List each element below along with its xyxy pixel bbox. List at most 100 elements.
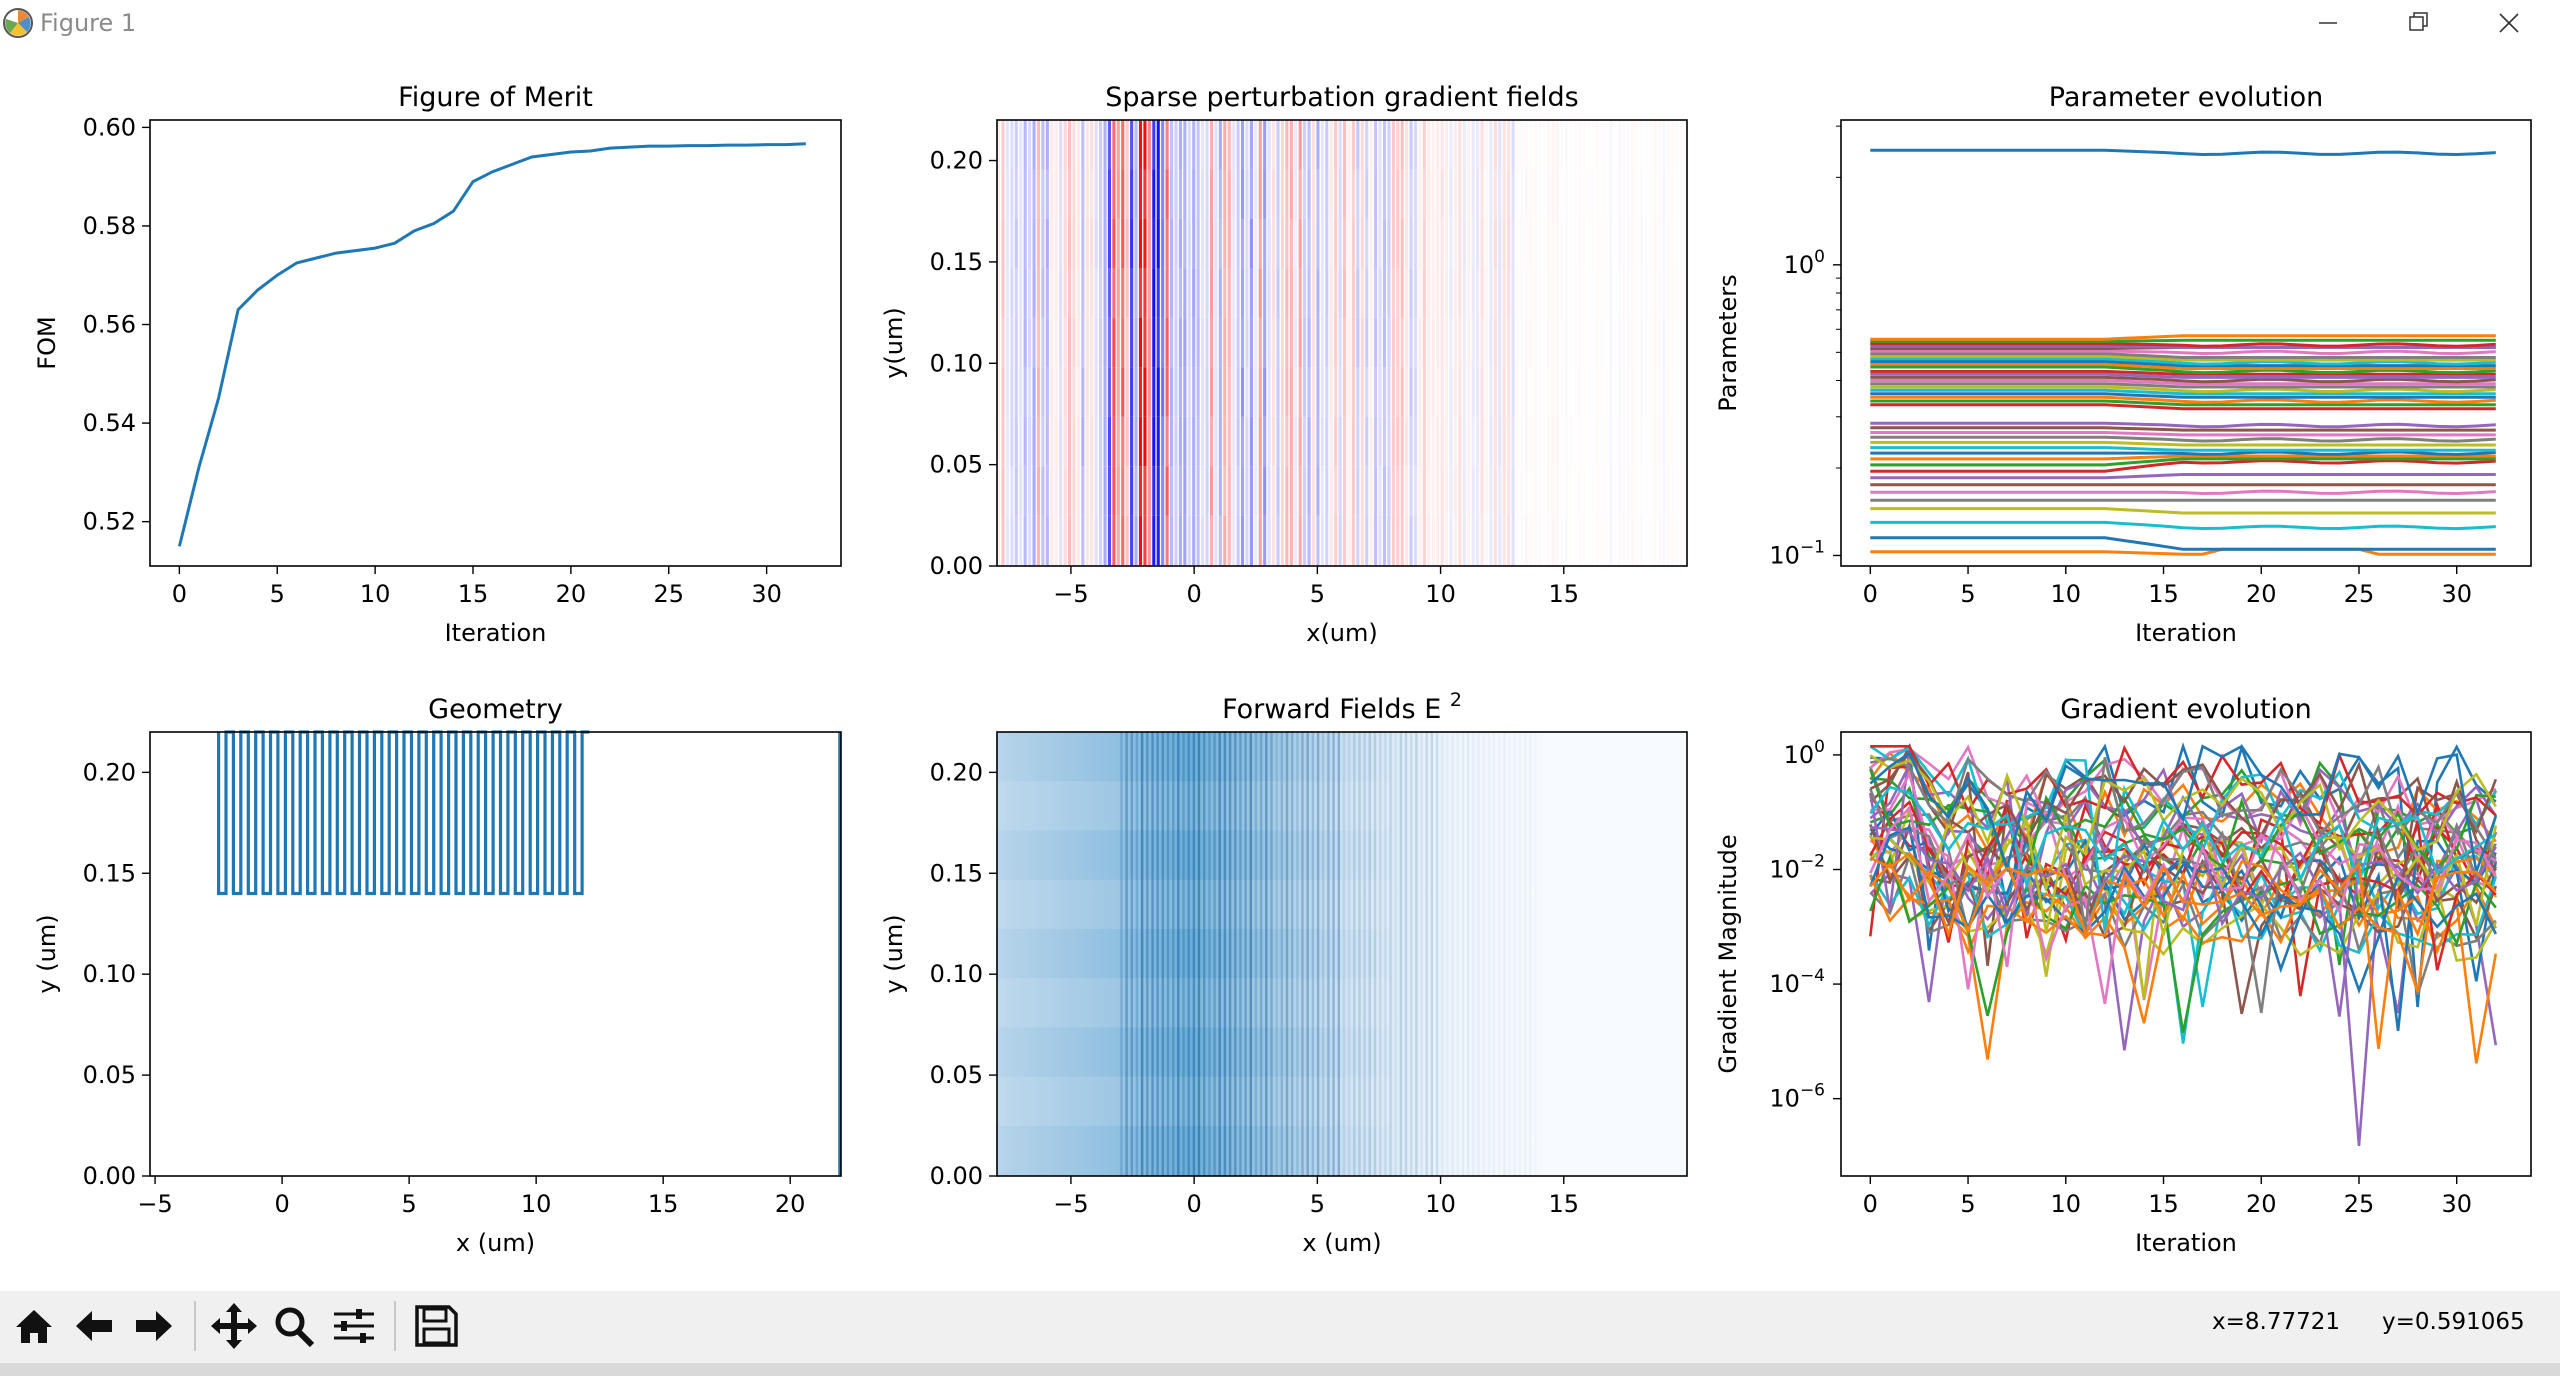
sparse-cell (1666, 416, 1670, 467)
sparse-cell (1400, 466, 1404, 516)
save-button[interactable] (408, 1297, 464, 1355)
sparse-cell (1626, 120, 1630, 170)
sparse-cell (1604, 367, 1608, 417)
sparse-cell (1671, 466, 1675, 516)
sparse-cell (1334, 416, 1338, 467)
sparse-cell (1489, 120, 1493, 170)
restore-button[interactable] (2372, 0, 2462, 46)
sparse-cell (1165, 169, 1169, 219)
sparse-cell (1422, 466, 1426, 516)
params-series-line (1870, 459, 2496, 473)
forward-stripe (1534, 732, 1536, 1176)
minimize-button[interactable] (2282, 0, 2372, 46)
zoom-button[interactable] (266, 1297, 322, 1355)
sparse-cell (1272, 317, 1276, 368)
sparse-cell (1272, 268, 1276, 318)
sparse-cell (1240, 466, 1245, 516)
sparse-cell (1538, 120, 1542, 170)
sparse-cell (1405, 466, 1409, 516)
sparse-cell (1192, 169, 1196, 219)
sparse-cell (1178, 120, 1182, 170)
sparse-cell (1622, 317, 1626, 368)
sparse-cell (1449, 515, 1453, 566)
sparse-cell (1493, 268, 1497, 318)
home-button[interactable] (6, 1297, 62, 1355)
sparse-cell (1542, 317, 1546, 368)
sparse-cell (1662, 169, 1666, 219)
sparse-cell (1369, 218, 1373, 269)
sparse-cell (1560, 466, 1564, 516)
sparse-cell (1591, 367, 1595, 417)
sparse-cell (1551, 120, 1555, 170)
sparse-cell (1138, 515, 1143, 566)
sparse-cell (1396, 218, 1400, 269)
sparse-cell (1595, 169, 1599, 219)
sparse-cell (1121, 466, 1125, 516)
sparse-cell (1240, 169, 1245, 219)
forward-stripe (1425, 732, 1428, 1176)
fom-xtick-label: 20 (556, 580, 587, 608)
sparse-cell (1276, 416, 1280, 467)
sparse-cell (1595, 515, 1599, 566)
close-button[interactable] (2462, 0, 2552, 46)
forward-stripe (1135, 732, 1139, 1176)
pan-button[interactable] (206, 1297, 262, 1355)
sparse-cell (1622, 367, 1626, 417)
sparse-cell (1032, 317, 1036, 368)
sparse-cell (1484, 515, 1489, 566)
sparse-cell (1604, 466, 1608, 516)
sparse-cell (1130, 367, 1134, 417)
sparse-cell (1458, 169, 1462, 219)
fom-ytick-label: 0.56 (83, 311, 136, 339)
sparse-cell (1640, 317, 1644, 368)
sparse-cell (1493, 169, 1497, 219)
sparse-cell (1467, 515, 1471, 566)
sparse-cell (1356, 169, 1360, 219)
sparse-cell (1405, 317, 1409, 368)
sparse-cell (1059, 416, 1063, 467)
sparse-cell (1311, 515, 1316, 566)
sparse-cell (1134, 268, 1138, 318)
sparse-cell (1649, 466, 1653, 516)
sparse-xtick-label: 10 (1425, 580, 1456, 608)
sparse-cell (1498, 515, 1502, 566)
sparse-cell (1023, 515, 1027, 566)
close-icon (2499, 13, 2519, 33)
fom-ytick-label: 0.54 (83, 409, 136, 437)
sparse-cell (1347, 169, 1351, 219)
sparse-cell (1409, 169, 1413, 219)
sparse-cell (1458, 317, 1462, 368)
forward-button[interactable] (126, 1297, 182, 1355)
sparse-cell (1609, 317, 1613, 368)
sparse-cell (1236, 268, 1240, 318)
back-button[interactable] (66, 1297, 122, 1355)
sparse-cell (1595, 466, 1599, 516)
sparse-cell (1445, 416, 1449, 467)
sparse-cell (1112, 120, 1116, 170)
sparse-cell (1378, 515, 1382, 566)
sparse-cell (1152, 466, 1156, 516)
sparse-cell (1653, 515, 1657, 566)
sparse-cell (1059, 466, 1063, 516)
forward-stripe (1146, 732, 1149, 1176)
sparse-cell (1311, 416, 1316, 467)
sparse-cell (1245, 317, 1249, 368)
sparse-cell (1121, 416, 1125, 467)
params-series-line (1870, 357, 2496, 366)
sparse-cell (1081, 120, 1085, 170)
sparse-cell (1533, 218, 1537, 269)
sparse-cell (1303, 218, 1307, 269)
sparse-cell (1573, 268, 1577, 318)
sparse-cell (1573, 218, 1577, 269)
sparse-cell (1316, 169, 1320, 219)
configure-subplots-button[interactable] (326, 1297, 382, 1355)
sparse-cell (1227, 515, 1231, 566)
sparse-cell (1063, 268, 1067, 318)
sparse-cell (1666, 515, 1670, 566)
forward-stripe (1187, 732, 1190, 1176)
navigation-toolbar: x=8.77721 y=0.591065 (0, 1291, 2560, 1363)
sparse-cell (1542, 466, 1546, 516)
sparse-cell (1010, 120, 1014, 170)
sparse-cell (1107, 515, 1111, 566)
